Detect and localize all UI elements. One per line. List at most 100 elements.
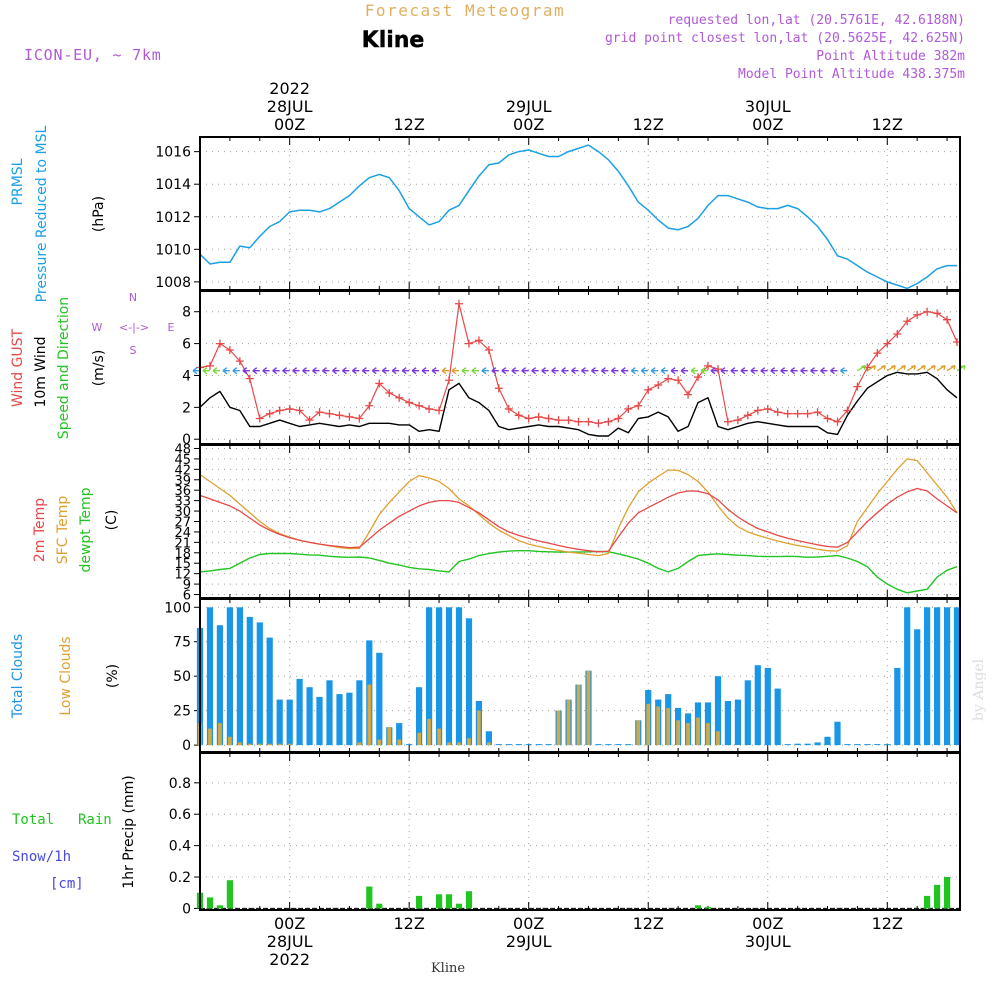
gust-marker-56 — [753, 406, 762, 415]
wind-dir-arrow-6 — [252, 367, 260, 375]
wind-dir-arrow-18 — [371, 367, 380, 375]
wind-gust-label: Wind GUST — [10, 328, 26, 407]
wind-dir-arrow-61 — [800, 367, 808, 375]
low-cloud-bar-26 — [457, 742, 461, 746]
total-cloud-bar-25 — [445, 607, 453, 746]
total-cloud-bar-69 — [884, 744, 891, 746]
bottom-time-label-1-0: 12Z — [394, 914, 425, 933]
chart-header: Forecast Meteogram Kline ICON-EU, ~ 7km … — [24, 1, 987, 976]
gust-marker-38 — [574, 417, 583, 426]
clouds-unit: (%) — [105, 664, 121, 688]
gust-marker-15 — [345, 412, 354, 421]
total-cloud-bar-40 — [595, 744, 602, 746]
gust-marker-29 — [484, 345, 493, 354]
bottom-time-label-4-1: 30JUL — [745, 932, 791, 951]
clouds-ytick-label-3: 75 — [173, 635, 191, 651]
gust-marker-1 — [205, 361, 214, 370]
total-cloud-bar-75 — [944, 607, 951, 746]
gust-marker-11 — [305, 416, 314, 425]
wind-dir-arrow-59 — [780, 367, 788, 375]
wind-dir-arrow-27 — [461, 367, 469, 375]
wind-dir-arrow-48 — [670, 367, 679, 375]
panel-side-labels: PRMSL Pressure Reduced to MSL (hPa) Wind… — [10, 125, 175, 892]
gust-marker-20 — [395, 393, 404, 402]
total-cloud-bar-65 — [844, 744, 851, 746]
compass-rose: N S W E <-|-> — [92, 291, 175, 357]
top-time-label-0-2: 00Z — [274, 115, 305, 134]
gust-marker-17 — [365, 401, 374, 410]
low-cloud-bar-29 — [487, 742, 491, 746]
gust-marker-41 — [604, 417, 613, 426]
wind-unit: (m/s) — [91, 350, 107, 387]
low-cloud-bar-4 — [238, 742, 242, 746]
total-cloud-bar-27 — [465, 618, 473, 746]
low-cloud-bar-5 — [248, 743, 252, 746]
model-point-altitude: Model Point Altitude 438.375m — [738, 67, 965, 82]
total-cloud-bar-9 — [286, 699, 293, 746]
pressure-ytick-label-3: 1014 — [155, 177, 191, 193]
low-cloud-bar-49 — [686, 723, 690, 746]
total-cloud-bar-24 — [436, 607, 443, 746]
total-cloud-bar-2 — [216, 625, 223, 746]
wind-dir-arrow-0 — [192, 367, 200, 375]
product-title: Forecast Meteogram — [365, 1, 565, 20]
gust-marker-36 — [554, 416, 563, 425]
gust-marker-63 — [823, 414, 832, 423]
total-cloud-bar-3 — [226, 607, 233, 746]
precip-ytick-label-4: 0.8 — [169, 776, 191, 792]
total-cloud-bar-56 — [754, 665, 761, 746]
low-cloud-bar-46 — [656, 706, 660, 746]
temp2m-label: 2m Temp — [32, 498, 48, 562]
wind-dir-arrow-3 — [222, 367, 230, 375]
wind-ytick-label-0: 0 — [182, 432, 191, 448]
gust-marker-55 — [743, 411, 752, 420]
rain-bar-26 — [455, 903, 463, 909]
gust-marker-31 — [504, 404, 513, 413]
wind-ytick-label-3: 6 — [182, 337, 191, 353]
gust-marker-25 — [445, 376, 454, 385]
low-cloud-bar-25 — [447, 742, 451, 746]
total-cloud-bar-1 — [206, 607, 214, 746]
wind10m-label: 10m Wind — [33, 336, 49, 407]
wind-dir-arrow-39 — [581, 367, 589, 375]
gust-marker-54 — [733, 416, 742, 425]
low-cloud-bar-27 — [467, 738, 471, 746]
total-cloud-bar-57 — [764, 667, 771, 746]
temperature-ytick-label-11: 39 — [174, 474, 191, 489]
wind-dir-arrow-64 — [830, 367, 838, 375]
total-cloud-bar-15 — [346, 692, 353, 746]
sfc-temp-label: SFC Temp — [55, 496, 71, 565]
precip-total-label: Total — [12, 812, 54, 828]
temperature-ytick-label-0: 6 — [183, 589, 191, 604]
wind-dir-arrow-2 — [212, 367, 220, 375]
wind-dir-arrow-19 — [381, 367, 390, 375]
wind-dir-arrow-14 — [332, 367, 340, 375]
total-cloud-bar-21 — [406, 744, 413, 746]
wind-dir-arrow-70 — [896, 365, 906, 372]
gust-marker-37 — [564, 416, 573, 425]
wind-dir-arrow-26 — [451, 367, 459, 375]
wind-dir-arrow-47 — [660, 367, 669, 375]
gust-marker-61 — [803, 409, 812, 418]
temperature-ytick-label-9: 33 — [174, 495, 191, 510]
wind-dir-arrow-44 — [630, 367, 639, 375]
2m-temp-line — [199, 487, 958, 553]
model-label: ICON-EU, ~ 7km — [24, 46, 162, 64]
total-cloud-bar-14 — [336, 694, 343, 746]
gust-marker-21 — [405, 398, 414, 407]
gust-marker-13 — [325, 409, 334, 418]
temperature-ytick-label-4: 18 — [174, 547, 191, 562]
precip-panel: 0 0.2 0.4 0.6 0.8 — [169, 752, 961, 917]
wind-dir-arrow-67 — [867, 365, 876, 372]
precip-ytick-label-3: 0.6 — [169, 807, 191, 823]
point-altitude: Point Altitude 382m — [816, 49, 965, 64]
total-cloud-bar-54 — [734, 699, 741, 746]
total-cloud-bar-12 — [316, 696, 323, 746]
temperature-ytick-label-8: 30 — [174, 505, 191, 520]
wind-dir-arrow-49 — [680, 367, 689, 375]
gust-marker-4 — [235, 357, 244, 366]
gust-marker-32 — [514, 411, 523, 420]
temperature-ytick-label-7: 27 — [174, 516, 191, 531]
rain-bar-25 — [445, 894, 453, 909]
gust-marker-57 — [763, 404, 772, 413]
